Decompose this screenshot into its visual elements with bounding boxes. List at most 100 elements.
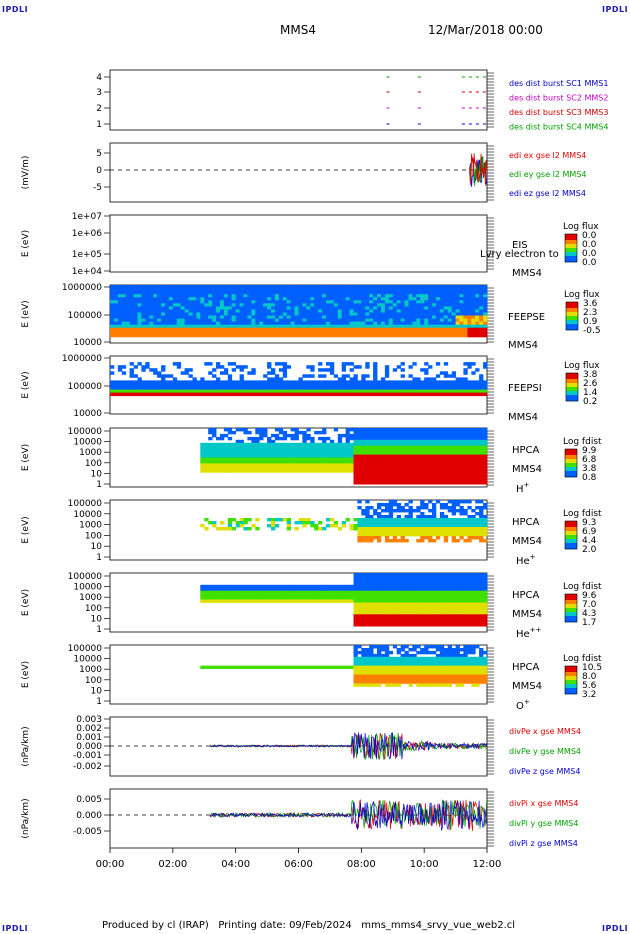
instrument-label: HPCA: [512, 445, 540, 456]
heatmap-cell: [392, 596, 398, 600]
heatmap-cell: [223, 389, 229, 394]
heatmap-cell: [392, 623, 398, 627]
heatmap-cell: [396, 291, 401, 295]
heatmap-cell: [318, 288, 323, 292]
heatmap-cell: [459, 436, 464, 441]
heatmap-cell: [353, 433, 358, 438]
heatmap-cell: [294, 386, 299, 390]
heatmap-cell: [443, 374, 449, 378]
heatmap-cell: [404, 439, 409, 444]
heatmap-cell: [251, 383, 256, 387]
heatmap-cell: [310, 315, 315, 319]
heatmap-cell: [220, 521, 225, 525]
heatmap-cell: [326, 584, 331, 589]
heatmap-cell: [416, 380, 421, 384]
panel-frame-burst: [109, 69, 488, 131]
heatmap-cell: [373, 521, 378, 525]
heatmap-cell: [432, 306, 437, 310]
heatmap-cell: [396, 324, 401, 329]
heatmap-cell: [227, 309, 233, 313]
heatmap-cell: [286, 294, 291, 298]
heatmap-cell: [345, 362, 350, 366]
heatmap-cell: [424, 330, 429, 335]
heatmap-cell: [227, 312, 233, 316]
heatmap-cell: [424, 386, 429, 390]
heatmap-cell: [392, 430, 398, 435]
y-tick-label: 10000: [73, 338, 102, 348]
heatmap-cell: [365, 593, 370, 597]
heatmap-cell: [416, 581, 421, 586]
heatmap-cell: [365, 524, 370, 528]
heatmap-cell: [353, 392, 358, 397]
heatmap-cell: [384, 324, 390, 329]
heatmap-cell: [459, 536, 464, 540]
colorbar-band: [566, 316, 578, 318]
heatmap-cell: [416, 506, 421, 510]
heatmap-cell: [176, 389, 182, 394]
heatmap-cell: [432, 383, 437, 387]
heatmap-cell: [263, 297, 268, 301]
heatmap-cell: [267, 285, 272, 289]
heatmap-cell: [310, 330, 315, 335]
heatmap-cell: [471, 530, 476, 534]
heatmap-cell: [435, 439, 441, 444]
heatmap-cell: [326, 448, 331, 452]
heatmap-cell: [318, 436, 323, 441]
heatmap-cell: [326, 599, 331, 603]
heatmap-cell: [439, 584, 445, 589]
heatmap-cell: [271, 590, 276, 595]
heatmap-cell: [165, 383, 170, 387]
heatmap-cell: [435, 536, 441, 540]
heatmap-cell: [329, 309, 335, 313]
y-tick-label: 1e+07: [72, 212, 102, 222]
heatmap-cell: [310, 448, 315, 452]
heatmap-cell: [188, 392, 193, 397]
heatmap-cell: [267, 518, 272, 522]
heatmap-cell: [345, 428, 350, 432]
heatmap-cell: [467, 362, 472, 366]
heatmap-cell: [471, 445, 476, 450]
heatmap-cell: [400, 533, 405, 537]
heatmap-cell: [212, 374, 217, 378]
heatmap-cell: [117, 365, 123, 369]
heatmap-cell: [282, 374, 288, 378]
heatmap-cell: [255, 451, 260, 455]
heatmap-cell: [439, 524, 445, 528]
heatmap-cell: [310, 368, 315, 372]
heatmap-cell: [475, 368, 480, 372]
heatmap-cell: [271, 463, 276, 467]
heatmap-cell: [475, 380, 480, 384]
heatmap-cell: [294, 466, 299, 470]
heatmap-cell: [451, 303, 456, 307]
heatmap-cell: [353, 365, 358, 369]
heatmap-cell: [322, 442, 327, 447]
heatmap-cell: [439, 527, 445, 531]
heatmap-cell: [451, 433, 456, 438]
heatmap-cell: [216, 315, 221, 319]
heatmap-cell: [137, 309, 142, 313]
heatmap-cell: [361, 617, 366, 621]
heatmap-cell: [432, 321, 437, 326]
heatmap-cell: [353, 428, 358, 432]
heatmap-cell: [326, 524, 331, 528]
heatmap-cell: [110, 386, 115, 390]
heatmap-cell: [243, 521, 248, 525]
heatmap-cell: [239, 587, 244, 592]
heatmap-cell: [365, 596, 370, 600]
heatmap-cell: [133, 330, 138, 335]
heatmap-cell: [361, 587, 366, 592]
heatmap-cell: [251, 442, 256, 447]
heatmap-cell: [420, 500, 425, 504]
colorbar-band: [566, 327, 578, 329]
heatmap-cell: [341, 365, 346, 369]
heatmap-cell: [184, 383, 189, 387]
heatmap-cell: [483, 303, 488, 307]
heatmap-cell: [432, 454, 437, 458]
heatmap-cell: [396, 521, 401, 525]
heatmap-cell: [220, 584, 225, 589]
heatmap-cell: [373, 457, 378, 461]
heatmap-cell: [377, 288, 382, 292]
heatmap-cell: [294, 599, 299, 603]
heatmap-cell: [282, 383, 288, 387]
heatmap-cell: [212, 463, 217, 467]
